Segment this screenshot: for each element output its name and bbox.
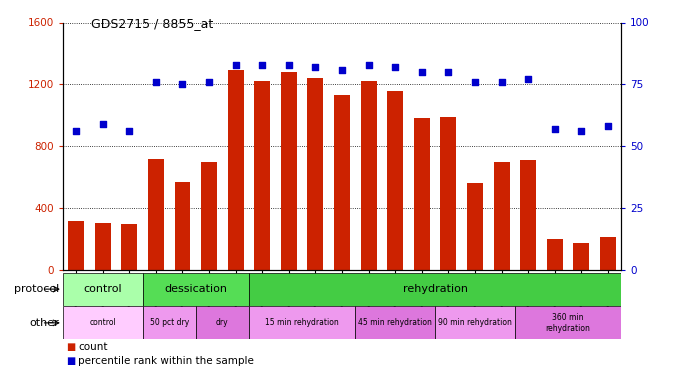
Text: rehydration: rehydration — [403, 284, 468, 294]
Text: dry: dry — [216, 318, 229, 327]
Bar — [334, 95, 350, 270]
Bar — [63, 273, 142, 306]
Bar — [355, 306, 435, 339]
Text: ■: ■ — [66, 356, 75, 366]
Text: 90 min rehydration: 90 min rehydration — [438, 318, 512, 327]
Bar — [195, 306, 249, 339]
Bar — [281, 72, 297, 270]
Text: other: other — [29, 318, 59, 328]
Bar — [174, 182, 191, 270]
Text: control: control — [89, 318, 116, 327]
Bar — [228, 70, 244, 270]
Bar — [249, 306, 355, 339]
Bar — [387, 91, 403, 270]
Point — [363, 62, 374, 68]
Text: 360 min
rehydration: 360 min rehydration — [546, 313, 591, 333]
Bar — [361, 81, 377, 270]
Text: 15 min rehydration: 15 min rehydration — [265, 318, 339, 327]
Point — [523, 76, 534, 82]
Point — [389, 64, 401, 70]
Bar — [414, 118, 430, 270]
Bar — [201, 162, 217, 270]
Text: GDS2715 / 8855_at: GDS2715 / 8855_at — [91, 17, 213, 30]
Point — [443, 69, 454, 75]
Bar — [148, 159, 164, 270]
Bar — [547, 239, 563, 270]
Point — [124, 128, 135, 134]
Bar — [600, 237, 616, 270]
Point — [336, 66, 348, 72]
Bar — [68, 220, 84, 270]
Bar — [493, 162, 510, 270]
Text: 45 min rehydration: 45 min rehydration — [358, 318, 432, 327]
Point — [602, 123, 614, 129]
Point — [70, 128, 82, 134]
Bar — [254, 81, 270, 270]
Text: count: count — [78, 342, 107, 352]
Point — [416, 69, 427, 75]
Bar — [63, 306, 142, 339]
Point — [177, 81, 188, 87]
Bar — [142, 273, 249, 306]
Point — [576, 128, 587, 134]
Point — [549, 126, 560, 132]
Bar — [249, 273, 621, 306]
Point — [97, 121, 108, 127]
Point — [150, 79, 161, 85]
Bar — [467, 183, 483, 270]
Text: 50 pct dry: 50 pct dry — [149, 318, 188, 327]
Bar — [515, 306, 621, 339]
Bar — [440, 117, 456, 270]
Bar — [95, 223, 111, 270]
Point — [469, 79, 480, 85]
Text: percentile rank within the sample: percentile rank within the sample — [78, 356, 254, 366]
Point — [257, 62, 268, 68]
Text: dessication: dessication — [164, 284, 228, 294]
Bar — [142, 306, 195, 339]
Point — [496, 79, 507, 85]
Point — [230, 62, 242, 68]
Text: control: control — [83, 284, 122, 294]
Point — [310, 64, 321, 70]
Bar — [520, 160, 536, 270]
Bar — [573, 243, 589, 270]
Text: ■: ■ — [66, 342, 75, 352]
Bar — [435, 306, 515, 339]
Bar — [121, 224, 138, 270]
Point — [283, 62, 295, 68]
Bar — [307, 78, 323, 270]
Text: protocol: protocol — [14, 284, 59, 294]
Point — [204, 79, 215, 85]
